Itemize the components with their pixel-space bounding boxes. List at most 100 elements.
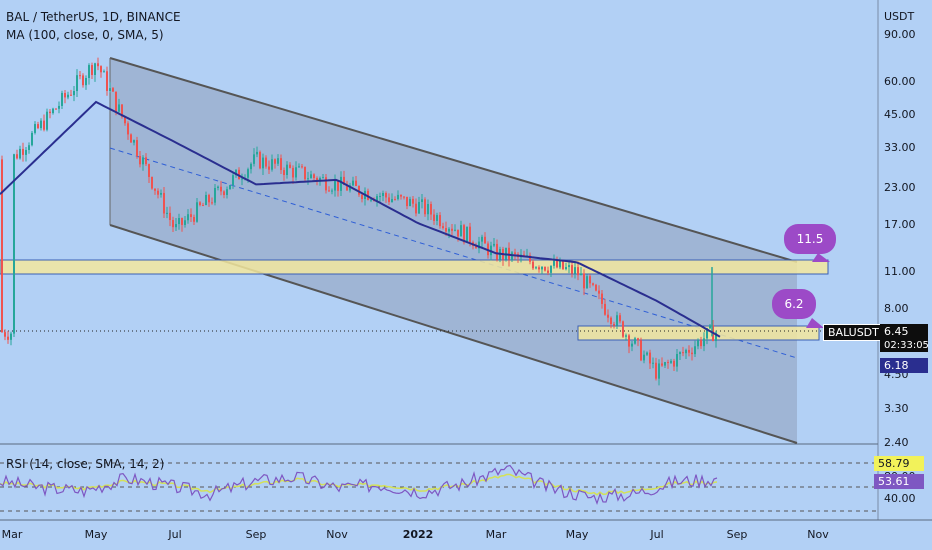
- candle-body: [130, 134, 132, 143]
- candle-body: [73, 91, 75, 96]
- candle-body: [40, 120, 42, 129]
- candle-body: [313, 174, 315, 178]
- candle-body: [154, 188, 156, 191]
- candle-body: [568, 265, 570, 268]
- candle-body: [52, 108, 54, 114]
- candle-body: [139, 155, 141, 165]
- bubble-upper-pointer: [812, 253, 830, 262]
- candle-body: [556, 260, 558, 268]
- candle-body: [598, 290, 600, 294]
- price-axis-currency: USDT: [884, 10, 915, 23]
- candle-body: [421, 199, 423, 202]
- candle-body: [643, 354, 645, 361]
- price-tick: 3.30: [884, 402, 909, 415]
- candle-body: [610, 317, 612, 325]
- candle-body: [583, 273, 585, 289]
- candle-body: [7, 336, 9, 340]
- candle-body: [496, 243, 498, 260]
- candle-body: [358, 186, 360, 195]
- candle-body: [127, 123, 129, 135]
- candle-body: [256, 151, 258, 155]
- price-bubble-upper[interactable]: 11.5: [784, 224, 836, 254]
- candle-body: [28, 145, 30, 151]
- candle-body: [463, 225, 465, 243]
- candle-body: [394, 199, 396, 201]
- candle-body: [451, 228, 453, 231]
- price-tick: 2.40: [884, 436, 909, 449]
- countdown-tag: 02:33:05: [880, 339, 929, 352]
- candle-body: [247, 169, 249, 178]
- candle-body: [535, 267, 537, 269]
- price-bubble-lower[interactable]: 6.2: [772, 289, 816, 319]
- candle-body: [580, 273, 582, 276]
- candle-body: [223, 191, 225, 195]
- candle-body: [133, 140, 135, 143]
- candle-body: [10, 333, 12, 340]
- candle-body: [646, 352, 648, 355]
- candle-body: [703, 338, 705, 347]
- candle-body: [196, 202, 198, 222]
- candle-body: [22, 148, 24, 155]
- candle-body: [376, 196, 378, 201]
- candle-body: [403, 196, 405, 198]
- candle-body: [667, 362, 669, 364]
- candle-body: [445, 228, 447, 232]
- candle-body: [577, 267, 579, 276]
- candle-body: [658, 363, 660, 379]
- candle-body: [13, 154, 15, 334]
- candle-body: [406, 196, 408, 207]
- price-tick: 33.00: [884, 141, 916, 154]
- candle-body: [151, 176, 153, 189]
- candle-body: [142, 157, 144, 165]
- candle-body: [637, 338, 639, 341]
- candle-body: [259, 151, 261, 169]
- price-tick: 8.00: [884, 302, 909, 315]
- candle-body: [169, 212, 171, 221]
- candle-body: [601, 293, 603, 304]
- candle-body: [70, 94, 72, 96]
- ma-line: [0, 100, 721, 338]
- candle-body: [337, 180, 339, 191]
- candle-body: [400, 194, 402, 197]
- candle-body: [616, 315, 618, 326]
- candle-body: [106, 71, 108, 91]
- candle-body: [682, 352, 684, 354]
- candle-body: [310, 174, 312, 179]
- candle-body: [304, 166, 306, 180]
- candle-body: [16, 154, 18, 159]
- time-tick: Mar: [1, 528, 23, 541]
- candle-body: [595, 284, 597, 291]
- rsi-legend[interactable]: RSI (14, close, SMA, 14, 2): [6, 457, 165, 471]
- candle-body: [58, 105, 60, 109]
- candle-body: [148, 164, 150, 177]
- candle-body: [415, 203, 417, 214]
- candle-body: [97, 63, 99, 67]
- candle-body: [172, 220, 174, 228]
- candle-body: [199, 202, 201, 206]
- candle-body: [388, 197, 390, 203]
- candle-body: [115, 91, 117, 112]
- channel-upper-line: [109, 57, 798, 263]
- candle-body: [43, 120, 45, 130]
- candle-body: [187, 214, 189, 221]
- candle-body: [100, 66, 102, 73]
- candle-body: [79, 75, 81, 77]
- symbol-legend[interactable]: BAL / TetherUS, 1D, BINANCE: [6, 10, 181, 24]
- candle-body: [436, 215, 438, 221]
- candle-body: [262, 157, 264, 169]
- candle-body: [160, 192, 162, 195]
- candle-body: [178, 217, 180, 225]
- candle-body: [385, 193, 387, 198]
- candle-body: [379, 196, 381, 198]
- candle-body: [355, 180, 357, 187]
- candle-body: [322, 177, 324, 179]
- ma-legend[interactable]: MA (100, close, 0, SMA, 5): [6, 28, 164, 42]
- time-tick: May: [84, 528, 108, 541]
- candle-body: [109, 88, 111, 91]
- candle-body: [25, 150, 27, 155]
- candle-body: [706, 328, 708, 339]
- candle-body: [412, 198, 414, 204]
- candle-body: [409, 198, 411, 207]
